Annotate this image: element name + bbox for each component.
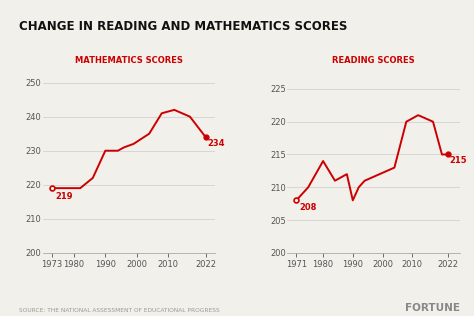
Text: READING SCORES: READING SCORES [332,56,415,65]
Text: 219: 219 [56,191,73,201]
Text: CHANGE IN READING AND MATHEMATICS SCORES: CHANGE IN READING AND MATHEMATICS SCORES [19,20,347,33]
Text: MATHEMATICS SCORES: MATHEMATICS SCORES [75,56,183,65]
Text: FORTUNE: FORTUNE [405,303,460,313]
Text: 208: 208 [299,203,317,212]
Text: 234: 234 [207,139,225,148]
Text: 215: 215 [449,156,467,166]
Text: SOURCE: THE NATIONAL ASSESSMENT OF EDUCATIONAL PROGRESS: SOURCE: THE NATIONAL ASSESSMENT OF EDUCA… [19,308,220,313]
